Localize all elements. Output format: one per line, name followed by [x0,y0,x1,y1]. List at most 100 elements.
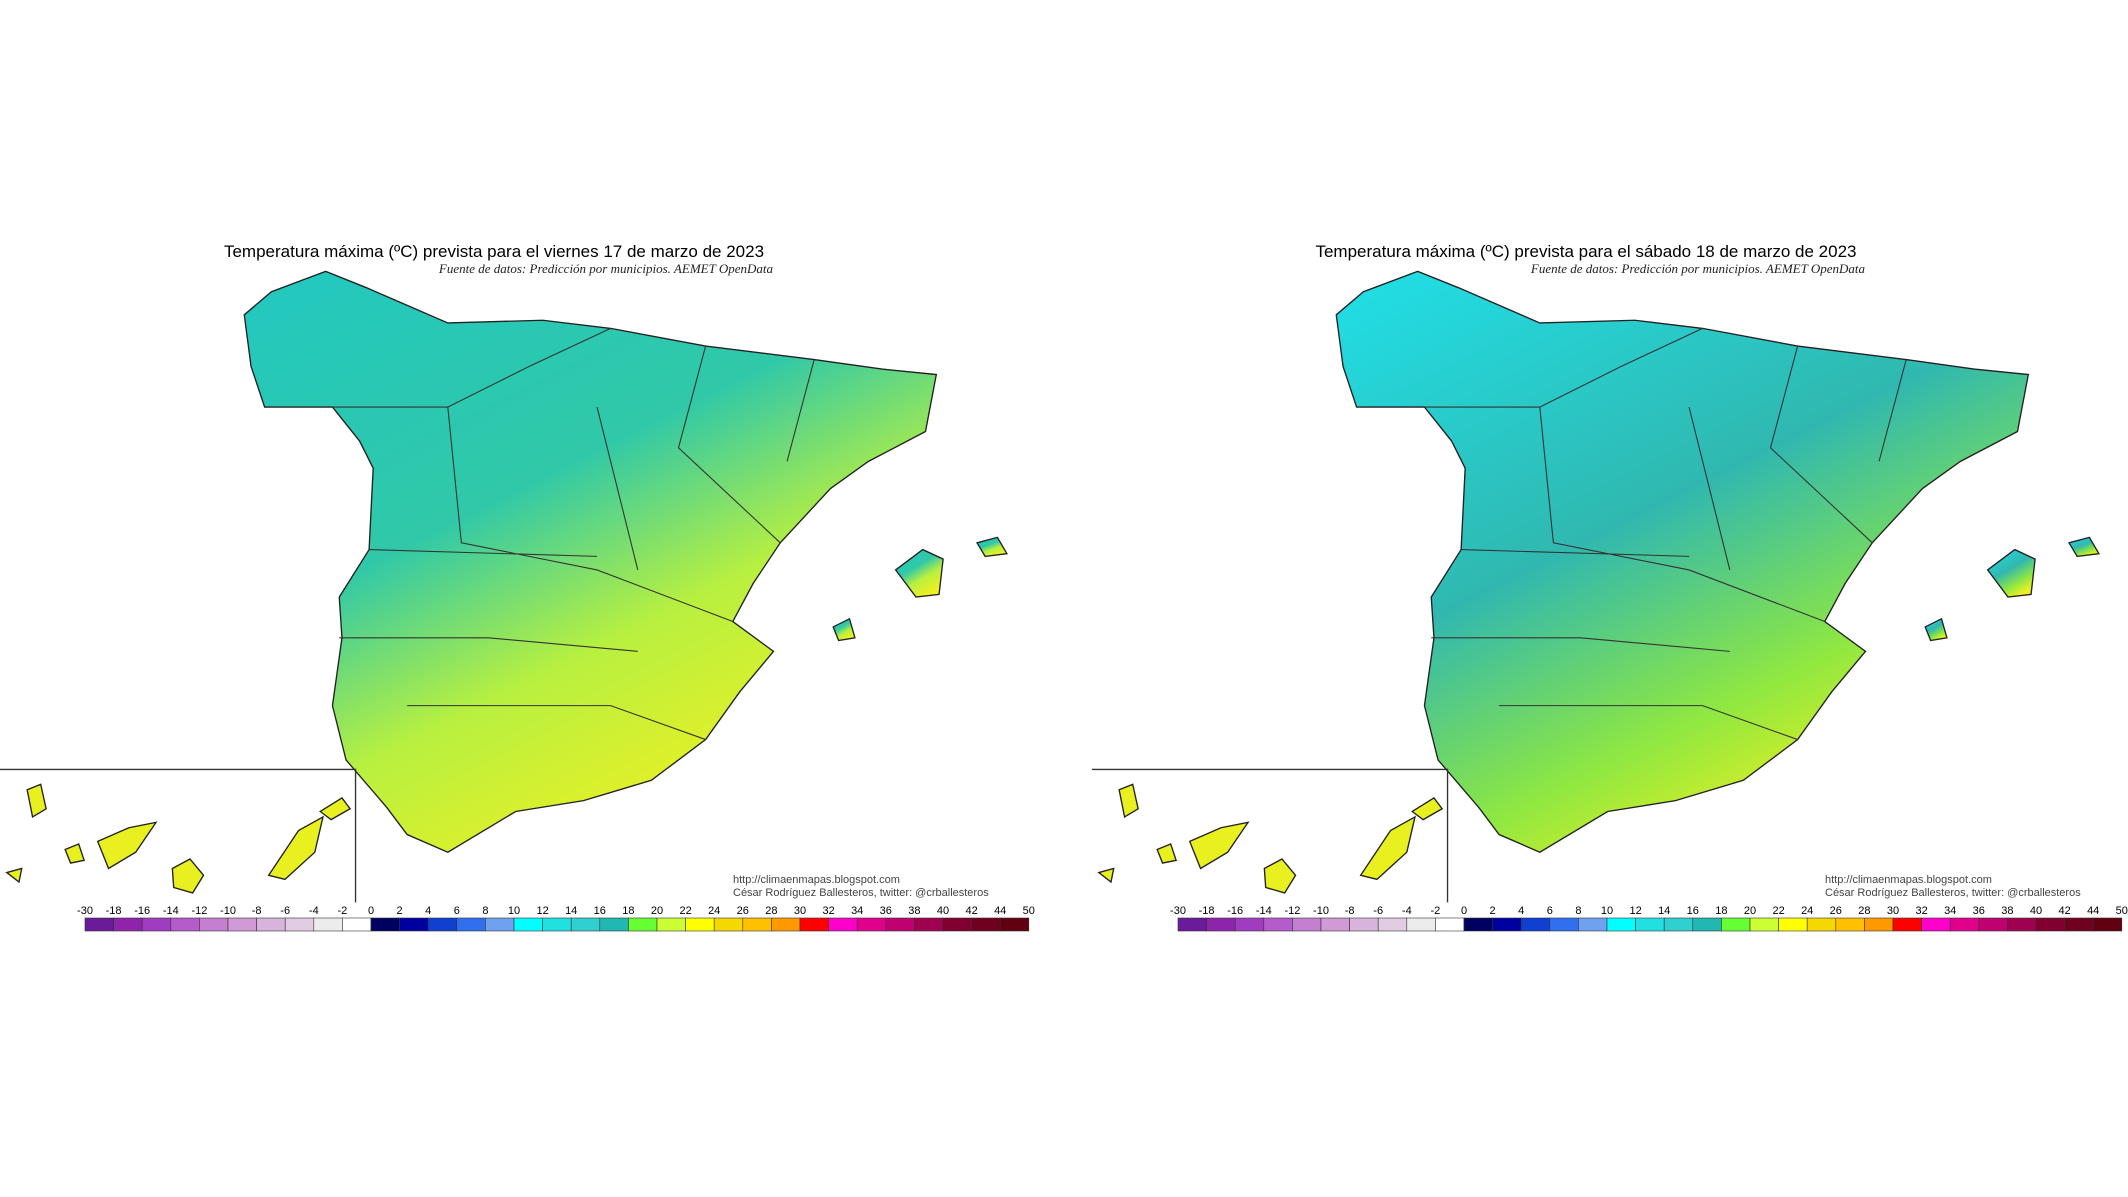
legend-swatch [313,917,343,932]
legend-swatch [1177,917,1207,932]
data-source: Fuente de datos: Predicción por municipi… [438,261,774,276]
legend-label: 18 [1715,905,1727,917]
legend-label: 22 [1772,905,1784,917]
legend-swatch [399,917,429,932]
legend-label: -10 [1313,905,1329,917]
legend-swatch [2092,917,2123,932]
legend-label: -30 [77,905,93,917]
legend-swatch [513,917,543,932]
legend-swatch [1520,917,1551,932]
legend-label: 24 [1801,905,1813,917]
legend-label: 26 [1830,905,1842,917]
legend-label: -8 [252,905,262,917]
legend-label: -14 [1256,905,1272,917]
legend-swatch [713,917,744,932]
legend-swatch [227,917,257,932]
legend-swatch [1377,917,1408,932]
legend-label: -2 [1431,905,1441,917]
legend-swatch [942,917,972,932]
legend-label: 34 [851,905,863,917]
legend-label: 30 [794,905,806,917]
credit-author: César Rodríguez Ballesteros, twitter: @c… [1825,887,2081,899]
legend-swatch [1721,917,1751,932]
legend-label: 22 [679,905,691,917]
legend-label: 0 [368,905,374,917]
legend-swatch [1778,917,1808,932]
legend-label: 20 [651,905,663,917]
legend-swatch [1463,917,1493,932]
legend-label: 14 [1658,905,1670,917]
legend-label: -6 [1373,905,1383,917]
legend-label: 16 [594,905,606,917]
legend-swatch [828,917,858,932]
legend-label: -10 [220,905,236,917]
map-panel: Temperatura máxima (ºC) prevista para el… [1091,242,2128,932]
legend-swatch [1206,917,1236,932]
legend-swatch [856,917,887,932]
legend-swatch [2007,917,2037,932]
legend-label: 6 [454,905,460,917]
legend-label: 38 [908,905,920,917]
legend-swatch [2064,917,2094,932]
legend-label: 42 [965,905,977,917]
legend-label: 26 [737,905,749,917]
legend-swatch [1549,917,1579,932]
legend-swatch [1749,917,1779,932]
legend-swatch [1921,917,1951,932]
legend-label: 36 [1973,905,1985,917]
legend-swatch [456,917,486,932]
legend-label: 10 [508,905,520,917]
legend-label: 0 [1461,905,1467,917]
legend-swatch [999,917,1030,932]
legend-label: 34 [1944,905,1956,917]
legend-swatch [1578,917,1608,932]
legend-swatch [1835,917,1865,932]
map-title: Temperatura máxima (ºC) prevista para el… [1315,242,1856,261]
legend-swatch [771,917,801,932]
legend-label: 14 [565,905,577,917]
legend-label: 50 [1023,905,1035,917]
legend-swatch [1606,917,1636,932]
legend-label: -16 [134,905,150,917]
legend-swatch [1492,917,1522,932]
legend-label: 2 [397,905,403,917]
legend-label: 2 [1490,905,1496,917]
legend-swatch [84,917,114,932]
legend-label: 16 [1687,905,1699,917]
credit-url: http://climaenmapas.blogspot.com [733,874,900,886]
legend-label: 28 [1858,905,1870,917]
legend-label: 40 [937,905,949,917]
legend-label: -4 [309,905,319,917]
legend-swatch [570,917,601,932]
legend-swatch [885,917,915,932]
color-legend: -30 -18 -16 -14 -12 -10 -8 -6 -4 -2 0 2 4 6 8 10 12 14 16 1… [77,905,1035,932]
legend-label: 20 [1744,905,1756,917]
legend-swatch [113,917,143,932]
legend-swatch [1320,917,1350,932]
legend-swatch [1292,917,1322,932]
map-panel: Temperatura máxima (ºC) prevista para el… [0,242,1035,932]
legend-label: 44 [2087,905,2099,917]
legend-label: -2 [338,905,348,917]
legend-label: 38 [2001,905,2013,917]
legend-label: -14 [163,905,179,917]
legend-swatch [1263,917,1293,932]
legend-swatch [599,917,629,932]
legend-label: 18 [622,905,634,917]
legend-label: 28 [765,905,777,917]
legend-swatch [1806,917,1837,932]
data-source: Fuente de datos: Predicción por municipi… [1530,261,1866,276]
legend-label: 36 [880,905,892,917]
color-legend: -30 -18 -16 -14 -12 -10 -8 -6 -4 -2 0 2 4 6 8 10 12 14 16 1… [1170,905,2128,932]
legend-label: 40 [2030,905,2042,917]
legend-swatch [342,917,372,932]
legend-swatch [1949,917,1980,932]
legend-label: -8 [1345,905,1355,917]
legend-label: -6 [280,905,290,917]
legend-label: 50 [2116,905,2128,917]
legend-label: -18 [106,905,122,917]
legend-label: 32 [822,905,834,917]
legend-swatch [141,917,172,932]
legend-swatch [370,917,400,932]
legend-label: 30 [1887,905,1899,917]
